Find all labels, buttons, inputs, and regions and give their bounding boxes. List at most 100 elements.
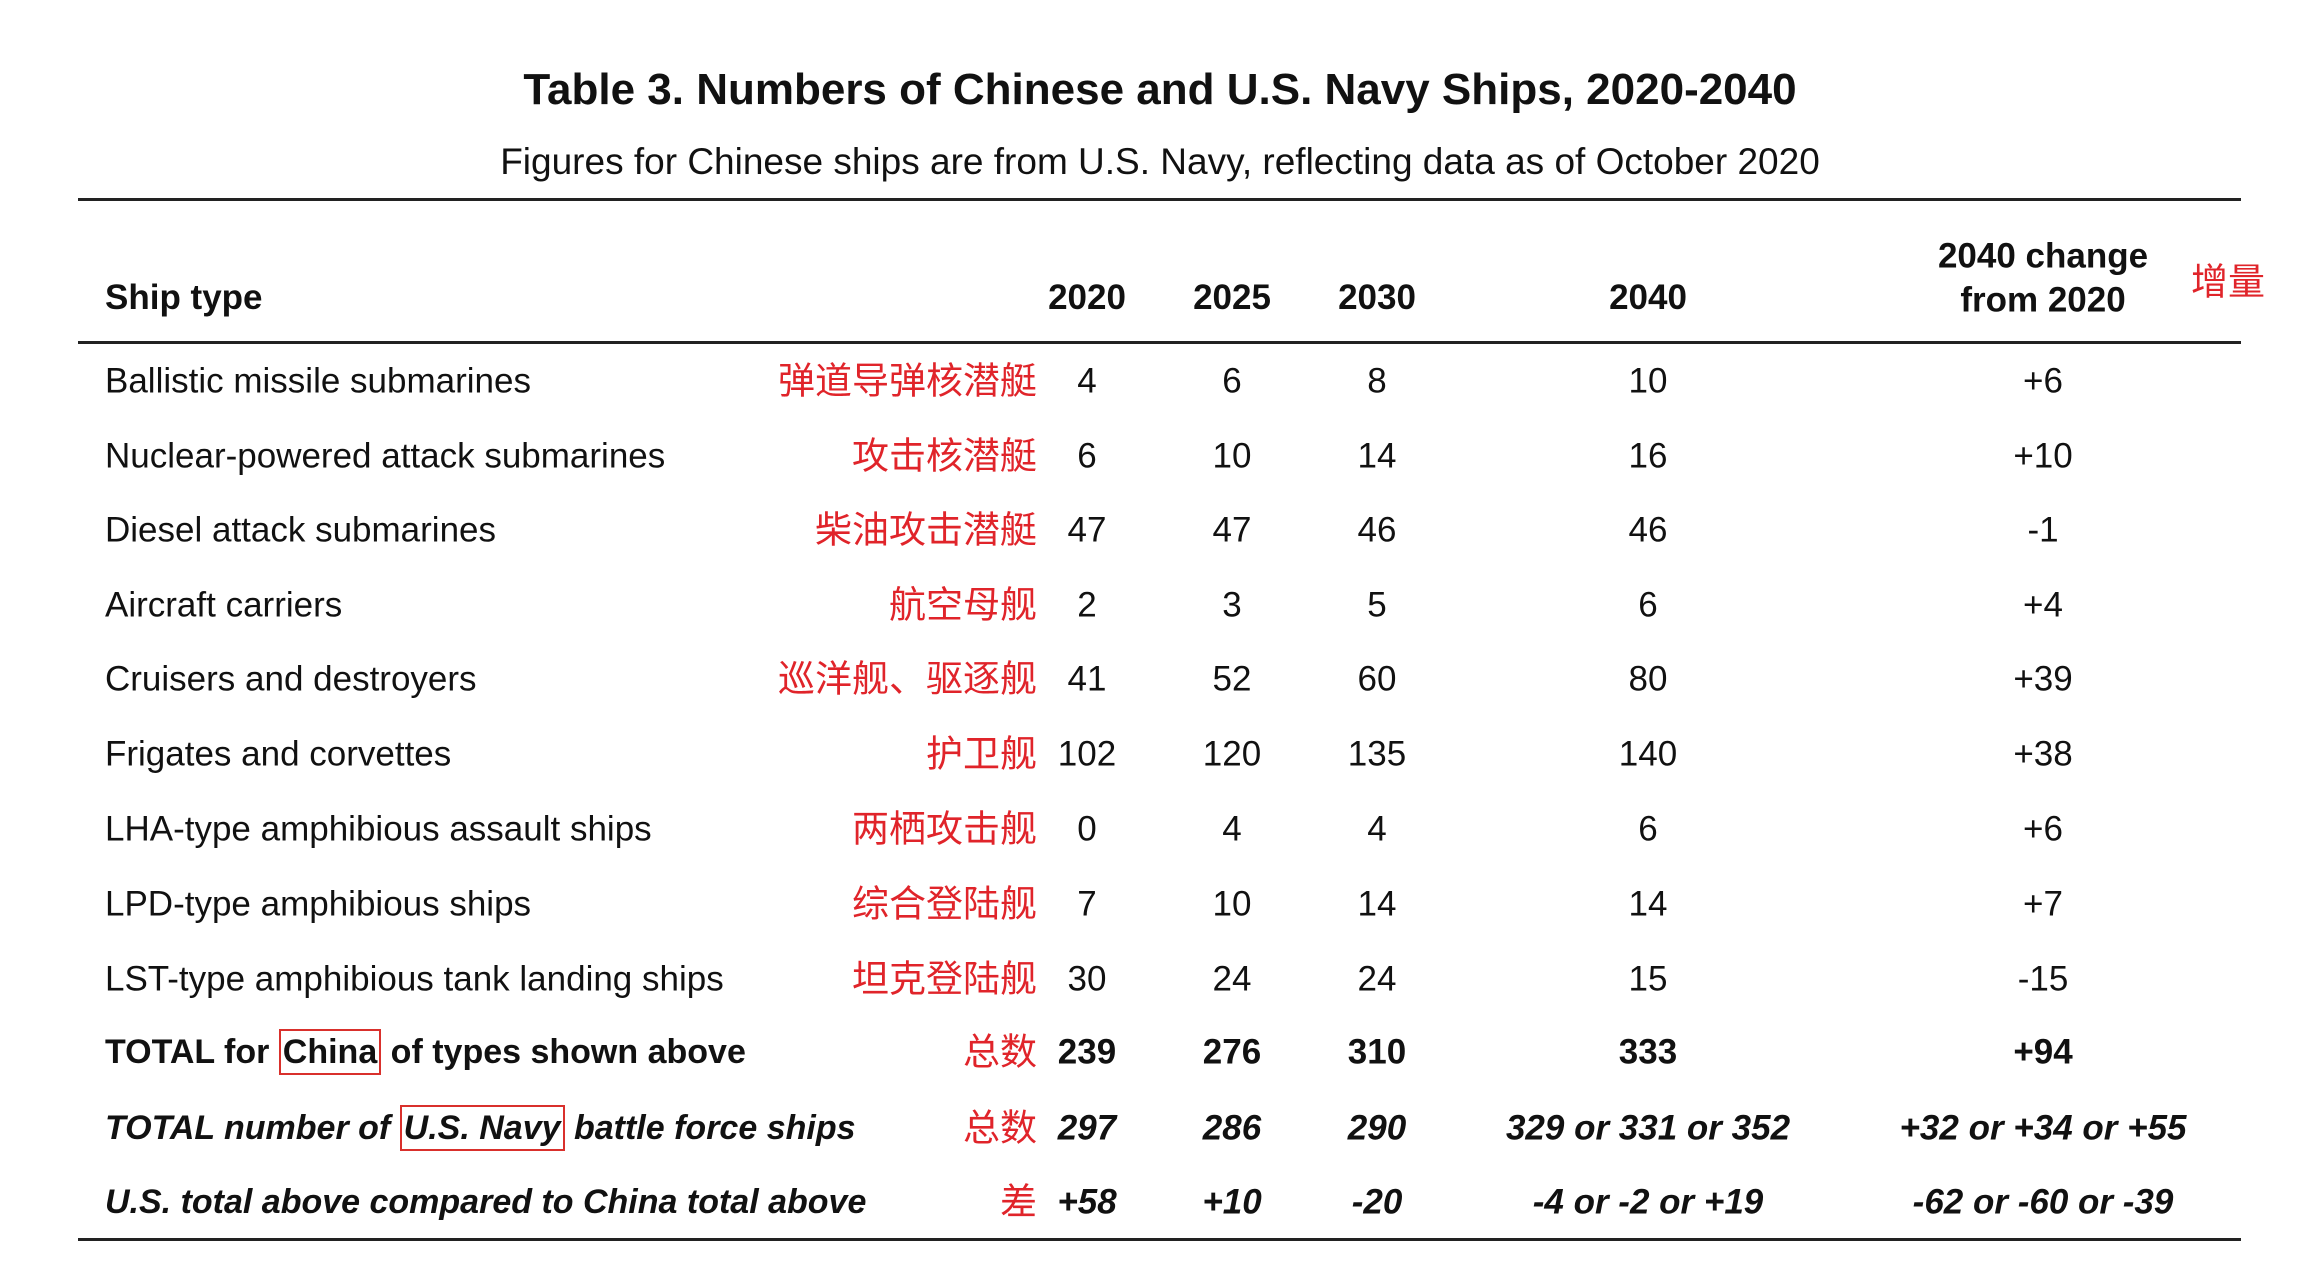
cell: 290 xyxy=(1347,1108,1407,1148)
cell: +4 xyxy=(2023,585,2063,625)
cell: 6 xyxy=(1077,436,1097,476)
cell: +10 xyxy=(2013,436,2073,476)
cell: -20 xyxy=(1351,1182,1403,1222)
column-header-line: from 2020 xyxy=(1960,280,2126,319)
cell: 7 xyxy=(1077,884,1097,924)
cell: 135 xyxy=(1347,734,1407,774)
cell: +39 xyxy=(2013,659,2073,699)
ship-type: LHA-type amphibious assault ships xyxy=(105,809,652,849)
ship-type: Aircraft carriers xyxy=(105,585,343,625)
total-label-part: of types shown above xyxy=(381,1033,746,1071)
cell: 10 xyxy=(1212,884,1252,924)
annotation: 弹道导弹核潜艇 xyxy=(778,360,1037,402)
annotation: 柴油攻击潜艇 xyxy=(815,509,1037,551)
cell: 0 xyxy=(1077,809,1097,849)
cell: 47 xyxy=(1067,510,1107,550)
cell: 16 xyxy=(1628,436,1668,476)
cell: +7 xyxy=(2023,884,2063,924)
cell: 120 xyxy=(1202,734,1262,774)
total-label: TOTAL number of U.S. Navy battle force s… xyxy=(105,1105,856,1151)
annotation: 总数 xyxy=(963,1107,1037,1149)
cell: 6 xyxy=(1638,809,1658,849)
cell: 4 xyxy=(1077,361,1097,401)
highlight-box: China xyxy=(278,1029,382,1075)
column-header: 2040 change from 2020 xyxy=(1938,234,2148,322)
cell: 5 xyxy=(1367,585,1387,625)
cell: 80 xyxy=(1628,659,1668,699)
ship-type: Frigates and corvettes xyxy=(105,734,452,774)
cell: -4 or -2 or +19 xyxy=(1532,1182,1764,1222)
column-header-line: 2040 change xyxy=(1937,236,2149,276)
cell: 329 or 331 or 352 xyxy=(1505,1108,1791,1148)
total-label: TOTAL for China of types shown above xyxy=(105,1029,746,1075)
total-label-part: TOTAL number of xyxy=(105,1109,400,1147)
column-header: 2030 xyxy=(1338,278,1416,318)
column-header: 2020 xyxy=(1048,278,1126,318)
cell: +38 xyxy=(2013,734,2073,774)
annotation: 差 xyxy=(1000,1181,1037,1223)
bottom-rule xyxy=(78,1238,2241,1241)
cell: 286 xyxy=(1202,1108,1262,1148)
cell: 52 xyxy=(1212,659,1252,699)
cell: 10 xyxy=(1628,361,1668,401)
cell: +6 xyxy=(2023,361,2063,401)
total-label-part: battle force ships xyxy=(564,1109,856,1147)
annotation: 坦克登陆舰 xyxy=(852,958,1037,1000)
annotation: 综合登陆舰 xyxy=(852,883,1037,925)
cell: 15 xyxy=(1628,959,1668,999)
header-rule xyxy=(78,341,2241,344)
cell: 41 xyxy=(1067,659,1107,699)
cell: +10 xyxy=(1202,1182,1262,1222)
cell: 8 xyxy=(1367,361,1387,401)
column-header: 2025 xyxy=(1193,278,1271,318)
cell: 102 xyxy=(1057,734,1117,774)
cell: -62 or -60 or -39 xyxy=(1912,1182,2174,1222)
column-header: Ship type xyxy=(105,278,263,318)
cell: 310 xyxy=(1347,1032,1407,1072)
cell: -1 xyxy=(2027,510,2059,550)
cell: 2 xyxy=(1077,585,1097,625)
cell: 46 xyxy=(1357,510,1397,550)
cell: 333 xyxy=(1618,1032,1678,1072)
cell: 14 xyxy=(1357,884,1397,924)
cell: +32 or +34 or +55 xyxy=(1899,1108,2187,1148)
cell: -15 xyxy=(2017,959,2069,999)
cell: 10 xyxy=(1212,436,1252,476)
ship-type: Nuclear-powered attack submarines xyxy=(105,436,666,476)
cell: 60 xyxy=(1357,659,1397,699)
cell: +58 xyxy=(1057,1182,1117,1222)
annotation: 巡洋舰、驱逐舰 xyxy=(778,658,1037,700)
total-label-part: U.S. total above compared to China total… xyxy=(105,1183,867,1221)
ship-type: Cruisers and destroyers xyxy=(105,659,477,699)
cell: 24 xyxy=(1357,959,1397,999)
cell: 6 xyxy=(1222,361,1242,401)
cell: 14 xyxy=(1628,884,1668,924)
cell: 297 xyxy=(1057,1108,1117,1148)
total-label-part: TOTAL for xyxy=(105,1033,279,1071)
cell: 6 xyxy=(1638,585,1658,625)
ship-type: Diesel attack submarines xyxy=(105,510,496,550)
annotation: 总数 xyxy=(963,1031,1037,1073)
top-rule xyxy=(78,198,2241,201)
cell: 239 xyxy=(1057,1032,1117,1072)
cell: 140 xyxy=(1618,734,1678,774)
cell: 14 xyxy=(1357,436,1397,476)
cell: 30 xyxy=(1067,959,1107,999)
highlight-box: U.S. Navy xyxy=(399,1105,565,1151)
cell: 46 xyxy=(1628,510,1668,550)
cell: +6 xyxy=(2023,809,2063,849)
cell: 276 xyxy=(1202,1032,1262,1072)
ship-type: Ballistic missile submarines xyxy=(105,361,531,401)
ship-type: LST-type amphibious tank landing ships xyxy=(105,959,724,999)
cell: 4 xyxy=(1222,809,1242,849)
ship-type: LPD-type amphibious ships xyxy=(105,884,532,924)
annotation: 攻击核潜艇 xyxy=(852,435,1037,477)
column-header: 2040 xyxy=(1609,278,1687,318)
column-note: 增量 xyxy=(2191,261,2265,303)
annotation: 护卫舰 xyxy=(926,733,1037,775)
cell: 4 xyxy=(1367,809,1387,849)
cell: 47 xyxy=(1212,510,1252,550)
subtitle: Figures for Chinese ships are from U.S. … xyxy=(500,141,1820,182)
cell: 3 xyxy=(1222,585,1242,625)
